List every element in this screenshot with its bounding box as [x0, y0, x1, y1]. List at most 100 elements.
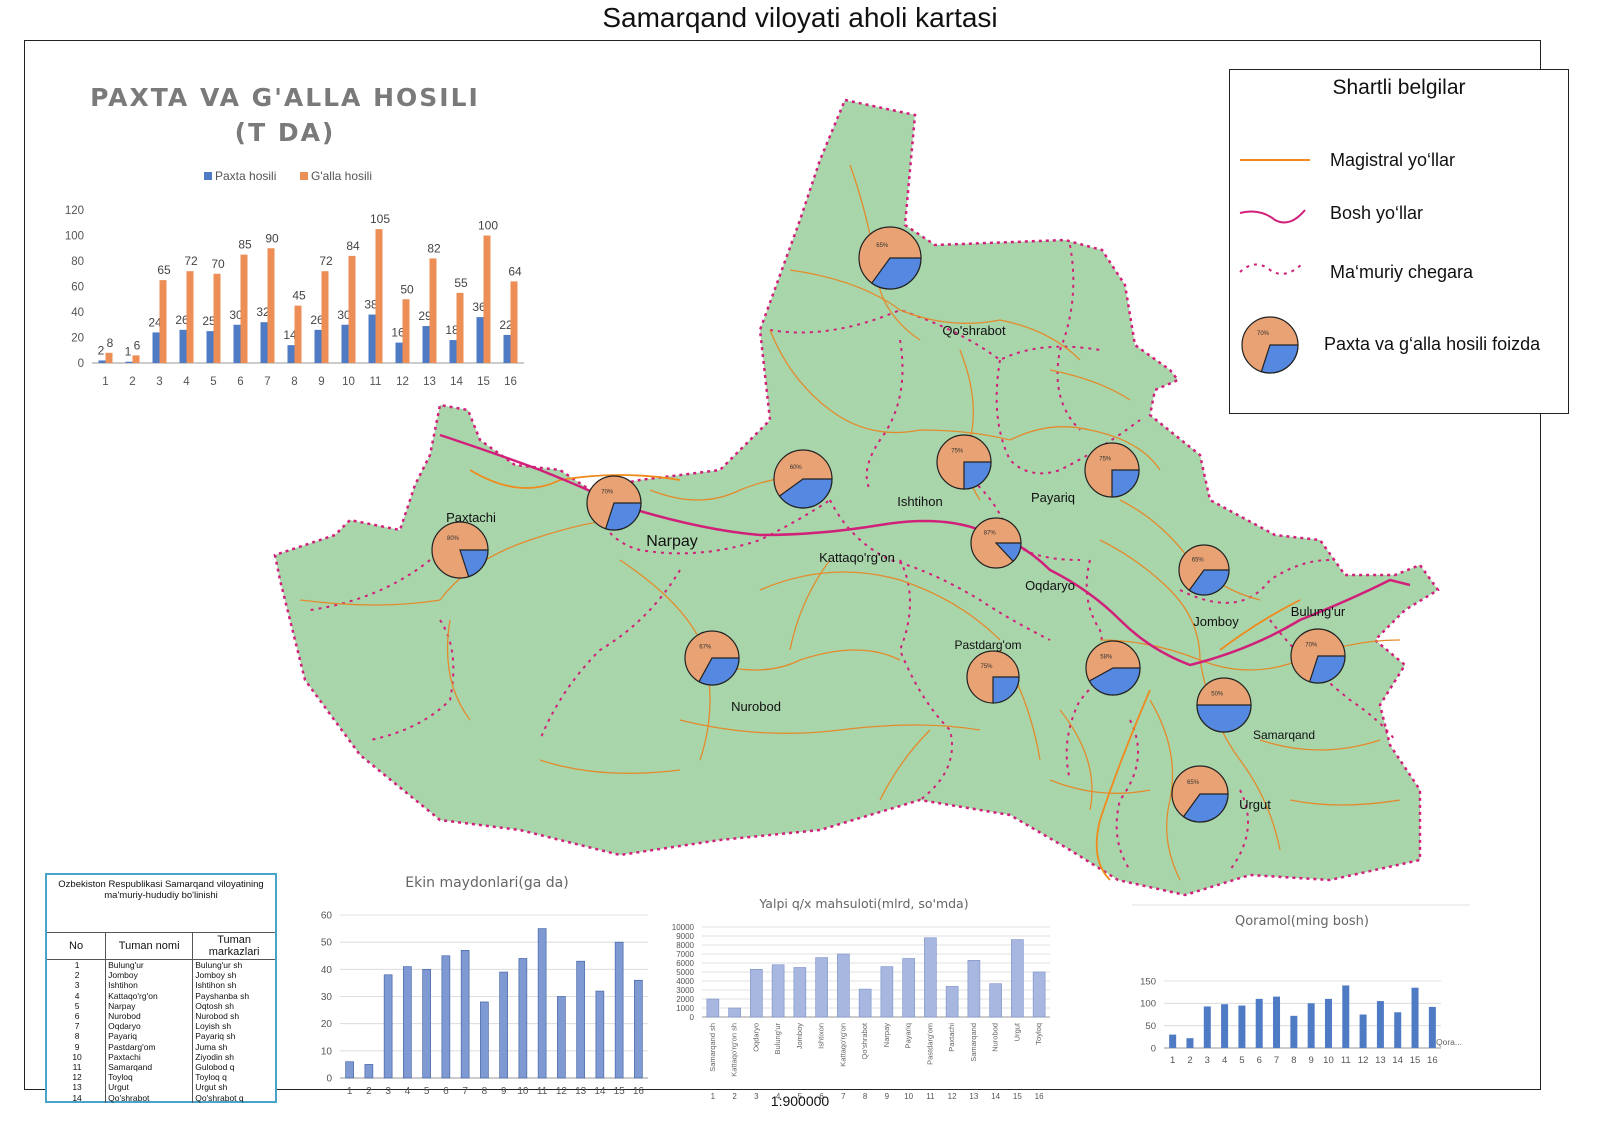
bar [125, 361, 133, 363]
row-number: 2 [74, 970, 80, 981]
legend-label-admin-border: Ma‘muriy chegara [1330, 262, 1474, 282]
x-tick-label: 1 [102, 376, 108, 388]
table-row: 10 Paxtachi Ziyodin sh [47, 1051, 275, 1063]
bar [483, 235, 491, 363]
x-tick-label: 14 [1392, 1055, 1403, 1066]
bar [510, 281, 518, 363]
x-tick-label: 9 [885, 1092, 890, 1101]
data-label: 14 [283, 328, 297, 342]
pie-chart: 50% [1196, 677, 1252, 733]
x-tick-label: 7 [264, 376, 270, 388]
column-header-number: No [47, 933, 106, 960]
bar [206, 331, 214, 363]
table-row: 11 Samarqand Gulobod q [47, 1062, 275, 1073]
bar [537, 928, 547, 1079]
x-tick-label: 13 [969, 1092, 978, 1101]
bar [429, 258, 437, 363]
bar [1290, 1015, 1298, 1048]
district-center: Payshanba sh [192, 990, 275, 1001]
pie-chart: 67% [684, 630, 740, 686]
district-name: Bulung'ur [105, 959, 193, 971]
table-row: 3 Ishtihon Ishtihon sh [47, 980, 275, 991]
data-label: 16 [391, 326, 405, 340]
pie-chart: 75% [936, 434, 992, 490]
bar [294, 305, 302, 363]
pie-label: 75% [951, 449, 964, 455]
bar [1359, 1014, 1367, 1048]
x-tick-label: 10 [904, 1092, 913, 1101]
bar [348, 255, 356, 363]
y-tick-label: 7000 [676, 950, 694, 959]
legend-label-highway-main: Magistral yo‘llar [1330, 150, 1456, 170]
category-name: Payariq [904, 1023, 913, 1048]
pie-slice-cotton [1088, 667, 1141, 696]
x-tick-label: 8 [291, 376, 297, 388]
table-row: 14 Qo'shrabot Qo'shrabot q [47, 1092, 275, 1103]
x-tick-label: 14 [450, 376, 463, 388]
pie-slice-cotton [698, 657, 740, 686]
bar [422, 326, 430, 363]
y-tick-label: 30 [321, 992, 333, 1003]
place-label: Jomboy [1193, 614, 1239, 629]
x-tick-label: 5 [210, 376, 216, 388]
bar [518, 958, 528, 1079]
place-label: Samarqand [1253, 728, 1315, 742]
district-center: Ishtihon sh [192, 980, 275, 991]
data-label: 100 [478, 219, 498, 233]
pie-slice-cotton [604, 502, 642, 531]
x-tick-label: 3 [385, 1086, 391, 1097]
y-tick-label: 0 [1151, 1043, 1156, 1054]
row-number: 1 [74, 960, 80, 970]
data-label: 50 [400, 282, 414, 296]
district-name: Nurobod [105, 1011, 193, 1022]
map-legend: Shartli belgilar 70% Magistral yo‘llar B… [1229, 69, 1569, 414]
category-name: Kattaqo'rg'on [838, 1023, 847, 1067]
x-tick-label: 13 [423, 376, 436, 388]
x-tick-label: 4 [405, 1086, 411, 1097]
bar [480, 1001, 489, 1079]
x-tick-label: 12 [556, 1086, 568, 1097]
y-tick-label: 50 [321, 938, 333, 949]
data-label: 70 [211, 257, 225, 271]
bar [460, 950, 470, 1079]
pie-chart: 65% [858, 226, 922, 290]
pie-slice-cotton [1196, 704, 1252, 733]
bar [595, 990, 605, 1079]
bar [1411, 987, 1419, 1048]
row-number: 6 [74, 1011, 80, 1022]
x-tick-label: 10 [342, 376, 355, 388]
bar [1255, 998, 1263, 1048]
bar [260, 322, 268, 363]
data-label: 45 [292, 289, 306, 303]
x-tick-label: 2 [732, 1092, 737, 1101]
data-label: 6 [134, 338, 141, 352]
x-tick-label: 11 [1341, 1055, 1351, 1066]
pie-chart: 58% [1085, 640, 1141, 696]
agri-output-chart: 0100020003000400050006000700080009000100… [672, 896, 1050, 1101]
dotted-border-line-icon [1239, 263, 1303, 275]
data-label: 64 [508, 264, 522, 278]
data-label: 32 [256, 305, 270, 319]
district-center: Toyloq q [192, 1072, 275, 1083]
district-name: Pastdarg'om [105, 1041, 193, 1052]
bar [375, 229, 383, 363]
category-name: Bulung'ur [773, 1023, 782, 1055]
bar [1307, 1003, 1315, 1048]
category-name: Toyloq [1034, 1023, 1043, 1045]
y-tick-label: 10000 [672, 923, 695, 932]
category-name: Jomboy [795, 1023, 804, 1050]
category-name: Nurobod [991, 1023, 1000, 1052]
row-number: 5 [74, 1000, 80, 1011]
legend-symbols: 70% [1239, 159, 1310, 374]
column-header-district: Tuman nomi [105, 933, 193, 960]
y-tick-label: 40 [321, 965, 333, 976]
district-center: Jomboy sh [192, 970, 275, 981]
bar [1394, 1012, 1402, 1048]
row-number: 9 [74, 1041, 80, 1052]
data-label: 29 [418, 309, 432, 323]
bar [880, 966, 894, 1018]
y-tick-label: 4000 [676, 977, 694, 986]
bar [1186, 1038, 1194, 1048]
category-name: Samarqand [969, 1023, 978, 1062]
